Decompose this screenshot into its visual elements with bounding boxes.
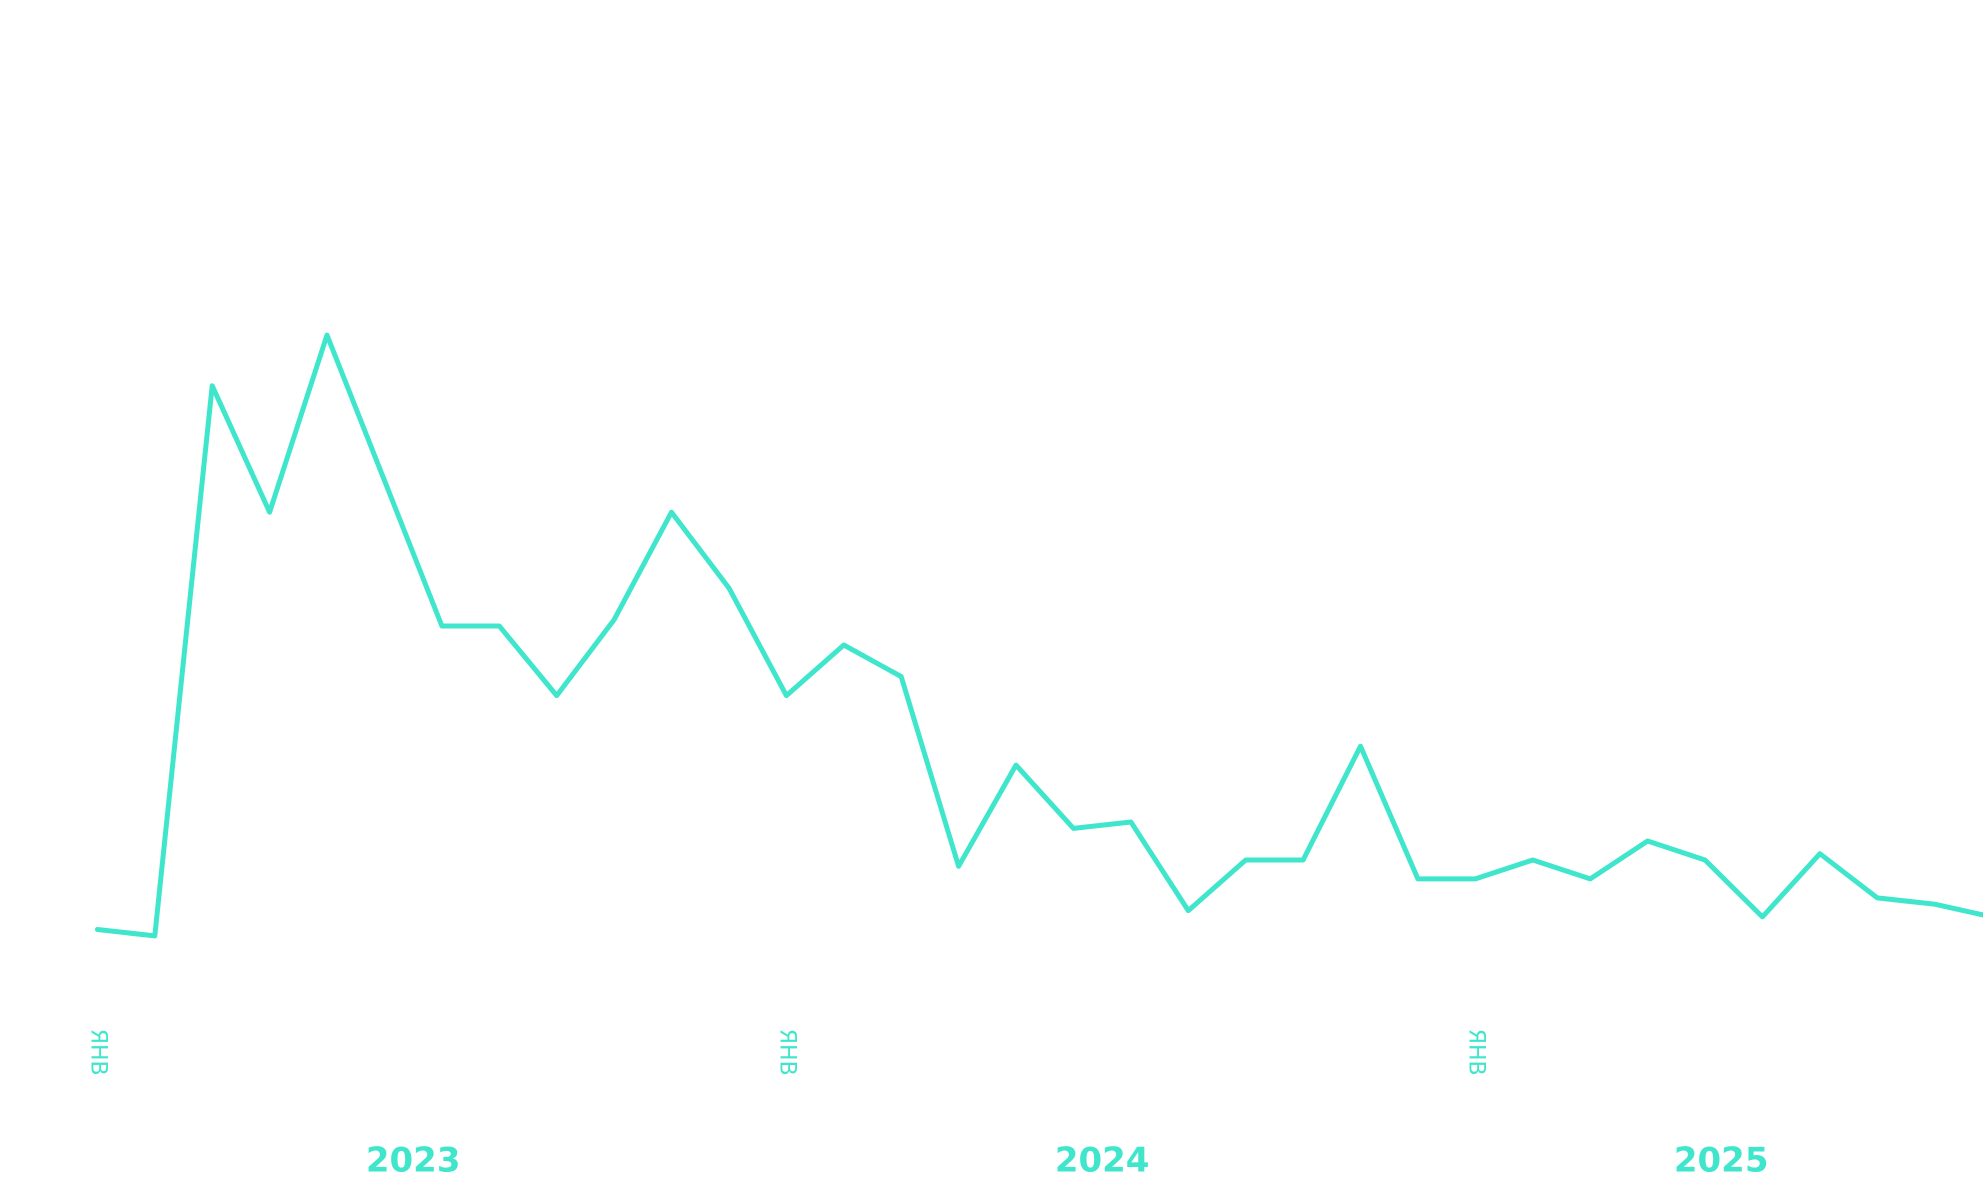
year-label: 2025 — [1674, 1141, 1769, 1181]
year-label: 2023 — [366, 1141, 461, 1181]
year-label: 2024 — [1055, 1141, 1150, 1181]
x-tick-label: ЯНВ — [1463, 1029, 1488, 1076]
x-tick-label: ЯНВ — [85, 1029, 110, 1076]
data-line — [94, 332, 1983, 939]
x-tick-label: ЯНВ — [774, 1029, 799, 1076]
